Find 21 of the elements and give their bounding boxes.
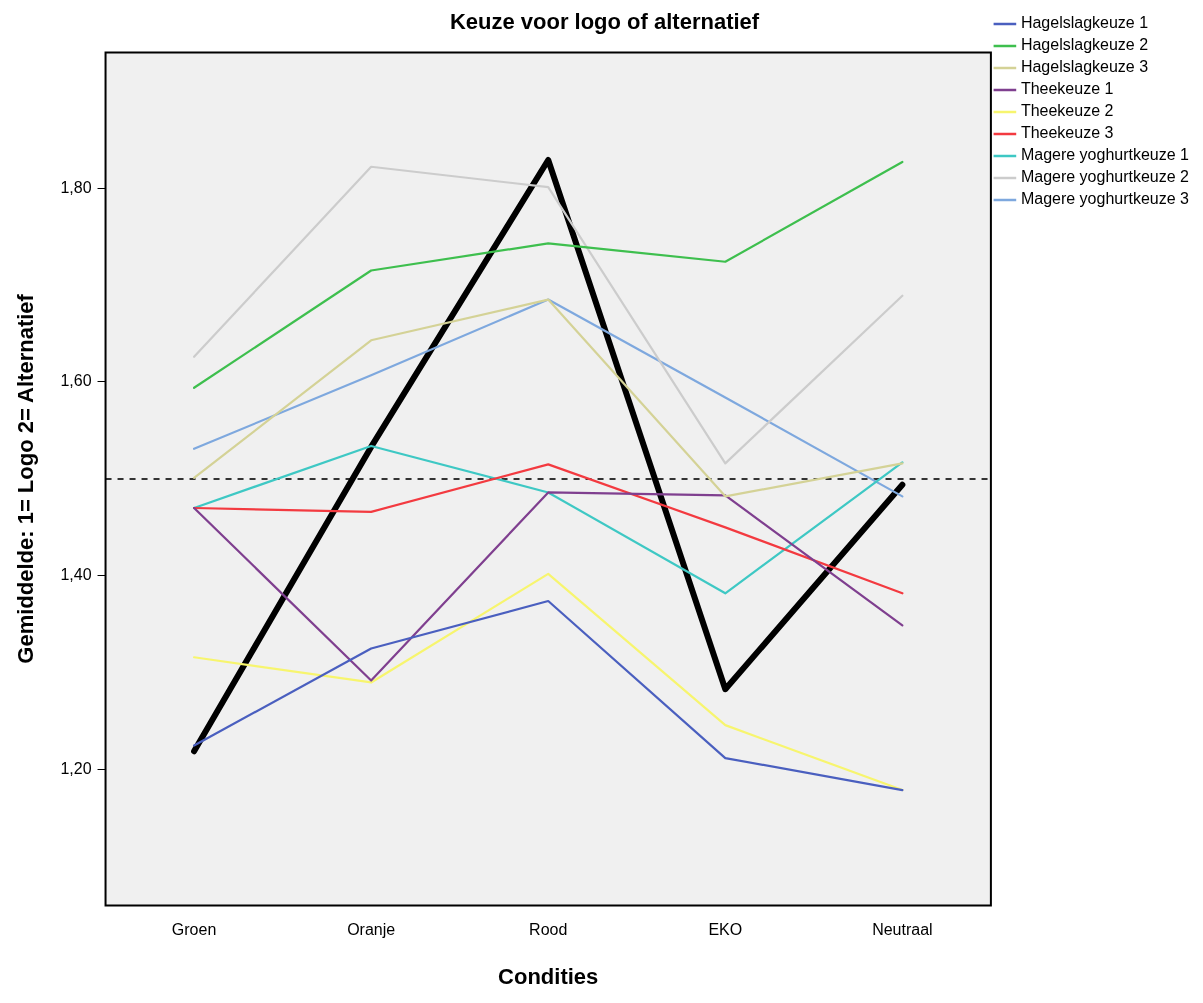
y-tick-label: 1,20	[60, 760, 92, 778]
x-tick-label: EKO	[708, 921, 743, 939]
x-axis-title: Condities	[498, 963, 599, 989]
x-tick-label: Oranje	[347, 921, 396, 939]
y-tick-label: 1,60	[60, 372, 92, 390]
legend-label: Magere yoghurtkeuze 3	[1020, 190, 1190, 208]
y-tick-label: 1,80	[60, 178, 92, 196]
legend-label: Hagelslagkeuze 1	[1020, 14, 1149, 32]
y-axis-title: Gemiddelde: 1= Logo 2= Alternatief	[13, 293, 39, 664]
chart-title: Keuze voor logo of alternatief	[449, 9, 760, 35]
legend-label: Hagelslagkeuze 3	[1020, 58, 1149, 76]
x-tick-label: Neutraal	[872, 921, 933, 939]
legend-label: Magere yoghurtkeuze 1	[1020, 146, 1190, 164]
legend-label: Theekeuze 1	[1020, 80, 1114, 98]
y-tick-label: 1,40	[60, 566, 92, 584]
x-tick-label: Groen	[171, 921, 217, 939]
legend-label: Hagelslagkeuze 2	[1020, 36, 1149, 54]
x-tick-label: Rood	[529, 921, 568, 939]
legend-label: Theekeuze 3	[1020, 124, 1114, 142]
legend-label: Magere yoghurtkeuze 2	[1020, 168, 1190, 186]
legend-label: Theekeuze 2	[1020, 102, 1114, 120]
